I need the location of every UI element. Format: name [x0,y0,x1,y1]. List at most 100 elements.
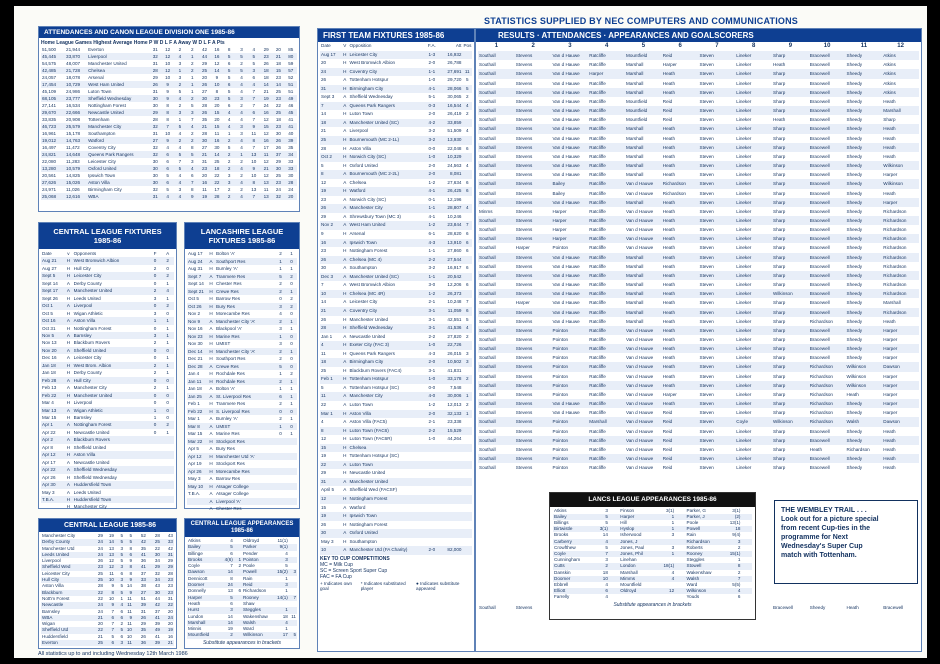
attendance-cell: 2 [227,187,231,192]
result-cell: Sharp [773,108,786,114]
attendance-cell: Luton Town [88,89,112,94]
fixture-cell: Watford [349,188,366,194]
fixture-row: 12 H Nottingham Forest [320,494,472,504]
lancs-app-row: Powell 18 [685,526,752,533]
fixture-cell: Newcastle United [349,333,386,339]
attendance-cell: 25,579 [66,124,81,129]
central-app-cell: Billinge [188,550,203,556]
result-cell: Heath [662,172,676,178]
result-cell: Ratcliffe [589,291,606,297]
attendance-cell: 85 [288,47,294,52]
lancs-fixture-cell: Dec 28 [188,363,203,369]
central-table-title: CENTRAL LEAGUE 1985-86 [39,519,176,532]
result-cell: Stevens [515,236,533,242]
central-app-cell: 1 [285,626,288,632]
fixture-cell: V [343,43,347,48]
result-cell: Sheedy [846,337,863,342]
central-table-cell: 25 [97,570,103,576]
central-app-cell: 4 [230,538,233,543]
result-cell: Ratcliffe [589,465,606,471]
central-fixture-cell: 2 [166,303,169,309]
fixture-cell: H [343,367,347,373]
central-table-cell: Manchester City [42,533,76,538]
fixture-cell [439,444,462,453]
central-fixture-cell: 0 [153,280,157,286]
result-cell: Lineker [736,465,752,471]
lancs-app-cell: 18 [735,526,741,532]
result-cell: Steven [699,254,714,260]
fixture-cell [439,461,462,470]
central-fixture-cell: Opponents [73,251,97,256]
result-cell: Southall [479,227,496,233]
result-row: Southall Stevens Van d Hauwe Ratcliffe Marsh… [478,262,919,271]
attendance-cell: 42 [202,47,208,52]
attendance-cell: 16,497 [42,145,57,150]
result-cell: Southall [479,163,496,169]
result-cell: Bracewell [809,98,830,104]
central-fixture-cell: A [66,489,70,495]
result-cell: Bracewell [809,126,830,132]
fixture-cell: West Bromwich Albion [349,282,396,288]
fixture-cell: 12 [321,495,327,501]
central-table-cell: 31 [167,551,173,557]
fixture-cell: Nov 2 [321,222,334,228]
lancs-fixture-cell: 2 [279,348,282,354]
lancs-fixture-cell [286,483,297,491]
fixture-cell: 6 [465,239,469,245]
central-app-row: Doomer 24 [187,582,242,589]
central-fixture-cell: 1 [166,340,169,346]
result-cell: Heath [662,382,676,388]
central-fixture-cell: A [66,385,70,391]
result-cell: Lineker [736,346,752,352]
lancs-app-cell: Doomer [554,575,571,581]
lancs-fixture-cell: 0 [290,408,293,414]
attendance-cell: 21,728 [66,68,81,73]
central-table-cell: 11 [127,602,132,608]
attendance-cell: 4 [166,145,169,150]
central-fixture-cell [149,503,162,510]
central-table-cell: Leeds United [42,551,70,557]
result-cell: Harper [515,300,530,306]
result-cell: Marshall [626,309,644,315]
central-fixture-cell: Leicester City [73,273,102,279]
result-cell: Heath [883,446,896,452]
fixture-cell: Manchester City [349,393,383,399]
central-table-cell: 5 [120,539,123,545]
fixture-cell: 29,720 [447,77,462,83]
fixture-cell: 7 [465,222,469,228]
lancs-fixture-row: Apr 12 H Manchester Utd 'A' [187,452,297,460]
attendance-cell: Queens Park Rangers [88,152,134,157]
lancs-fixture-row: A Chester Res [187,505,297,513]
result-cell: Sharp [773,217,786,223]
attendance-cell: 18 [263,68,269,73]
lancs-app-cell: Jones, Phil [620,550,643,556]
central-table-row: Sheffield Utd 22 7 5 10 35 49 19 [41,627,174,634]
attendance-cell: 2 [227,166,231,171]
result-cell: Heath [662,282,676,288]
lancs-fixture-cell [286,438,297,446]
central-app-table: Atkins 4 Bailey 5 Billinge 6 Brooks 4(6) 1 Coyle 7… [187,538,242,639]
attendance-cell: 32 [152,54,158,59]
result-last-cell: Bracewell [773,605,793,611]
fixture-cell: 3 [465,359,469,365]
fixture-cell [462,59,472,68]
central-fixture-cell: 0 [153,347,157,353]
result-cell: Steven [699,227,714,233]
fixture-cell [462,341,472,350]
fixture-cell: 2 [465,333,469,339]
fixture-cell: A [343,265,347,271]
fixture-cell: Leicester City [349,299,378,305]
result-cell: Lineker [736,456,752,462]
attendance-cell: 1 [190,75,194,80]
fixture-cell: A [343,196,347,202]
cup-key: KEY TO CUP COMPETITIONS MC = Milk Cup SC =… [320,556,472,580]
result-cell: Heath [846,391,859,397]
lancs-fixture-cell: Jan 11 [188,378,202,384]
central-table-row: Newcastle 24 9 4 11 39 42 22 [41,602,174,609]
fixture-cell: A [343,401,347,407]
central-table-cell: 22 [97,589,103,595]
result-cell: Richardson [809,419,833,425]
central-fixture-cell: H [66,295,71,301]
lancs-app-row: Crowfthew 5 [553,545,619,551]
result-cell: Sharp [773,208,786,214]
